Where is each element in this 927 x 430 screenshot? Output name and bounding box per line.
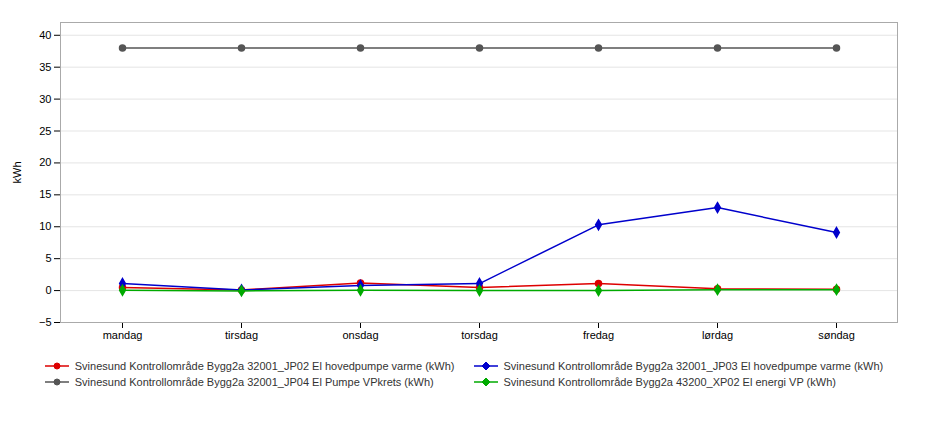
html-text:Svinesund Kontrollområde Bygg2: Svinesund Kontrollområde Bygg2a 43200_XP… <box>503 376 836 388</box>
svg-text:−5: −5 <box>39 316 52 328</box>
svg-text:lørdag: lørdag <box>702 329 733 341</box>
svg-text:0: 0 <box>45 284 51 296</box>
svg-text:søndag: søndag <box>818 329 855 341</box>
svg-text:40: 40 <box>39 29 51 41</box>
html-text:Svinesund Kontrollområde Bygg2: Svinesund Kontrollområde Bygg2a 32001_JP… <box>74 376 434 388</box>
svg-text:kWh: kWh <box>11 162 23 184</box>
svg-text:torsdag: torsdag <box>461 329 498 341</box>
html-text:Svinesund Kontrollområde Bygg2: Svinesund Kontrollområde Bygg2a 32001_JP… <box>74 360 455 372</box>
svg-text:tirsdag: tirsdag <box>225 329 258 341</box>
svg-text:15: 15 <box>39 188 51 200</box>
svg-text:fredag: fredag <box>583 329 614 341</box>
svg-text:5: 5 <box>45 252 51 264</box>
svg-text:onsdag: onsdag <box>342 329 378 341</box>
svg-text:30: 30 <box>39 93 51 105</box>
svg-text:35: 35 <box>39 61 51 73</box>
svg-text:10: 10 <box>39 220 51 232</box>
svg-text:20: 20 <box>39 156 51 168</box>
html-text:Svinesund Kontrollområde Bygg2: Svinesund Kontrollområde Bygg2a 32001_JP… <box>503 360 884 372</box>
svg-text:25: 25 <box>39 125 51 137</box>
svg-text:mandag: mandag <box>103 329 143 341</box>
